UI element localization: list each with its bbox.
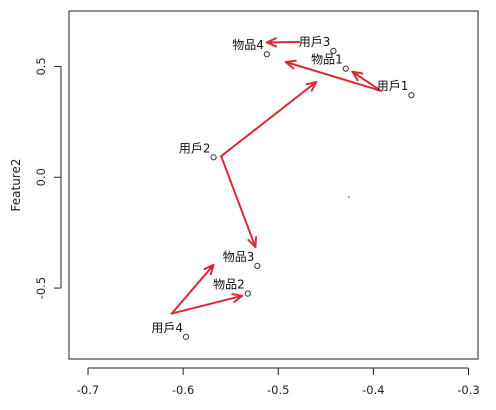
arrow-shaft [170, 263, 215, 315]
data-point [244, 290, 251, 297]
point-label: 用戶4 [151, 321, 183, 335]
arrow [284, 59, 382, 92]
arrow-head [351, 70, 364, 82]
x-tick-label: -0.4 [362, 383, 384, 397]
plot-frame [68, 10, 479, 360]
arrow [265, 37, 301, 48]
arrow-head [265, 37, 278, 48]
data-point [263, 51, 270, 58]
point-labels-layer: 用戶1 用戶2 用戶3 用戶4 物品1 物品2 物品3 物品4 [151, 35, 408, 335]
data-point [254, 262, 261, 270]
arrow-head [247, 236, 258, 249]
point-label: 物品4 [232, 38, 264, 52]
arrow-shaft [351, 70, 382, 92]
stray-dot [348, 196, 350, 198]
x-axis: -0.7 -0.6 -0.5 -0.4 -0.3 [77, 367, 480, 397]
arrow-head [305, 80, 318, 92]
arrow-head [231, 293, 244, 304]
y-tick-label: 0.0 [34, 168, 48, 186]
arrow [170, 293, 244, 315]
arrows-layer [170, 37, 382, 315]
data-point [342, 65, 349, 72]
x-tick-label: -0.6 [172, 383, 194, 397]
data-point [210, 154, 217, 161]
y-axis-title: Feature2 [9, 159, 23, 212]
y-tick-label: 0.5 [34, 57, 48, 75]
y-tick-label: -0.5 [34, 277, 48, 299]
x-tick-label: -0.7 [77, 383, 99, 397]
point-label: 用戶2 [179, 141, 211, 155]
arrow [220, 80, 318, 158]
point-label: 用戶1 [377, 79, 409, 93]
data-point [330, 47, 337, 54]
arrow [220, 155, 258, 249]
x-tick-label: -0.3 [457, 383, 479, 397]
arrow-shaft [220, 155, 257, 249]
point-label: 物品1 [311, 53, 343, 67]
arrow-head [284, 59, 297, 70]
point-label: 用戶3 [299, 35, 331, 49]
point-label: 物品2 [213, 278, 245, 292]
arrow-shaft [170, 294, 244, 315]
arrow-shaft [220, 80, 318, 158]
y-axis: -0.5 0.0 0.5 [34, 57, 62, 299]
point-label: 物品3 [223, 250, 255, 264]
data-point [182, 333, 190, 340]
points-layer [182, 47, 415, 340]
data-point [408, 92, 415, 99]
arrow-head [203, 263, 215, 276]
arrow [170, 263, 215, 315]
arrow [351, 70, 382, 92]
arrow-shaft [284, 60, 382, 92]
x-tick-label: -0.5 [267, 383, 289, 397]
